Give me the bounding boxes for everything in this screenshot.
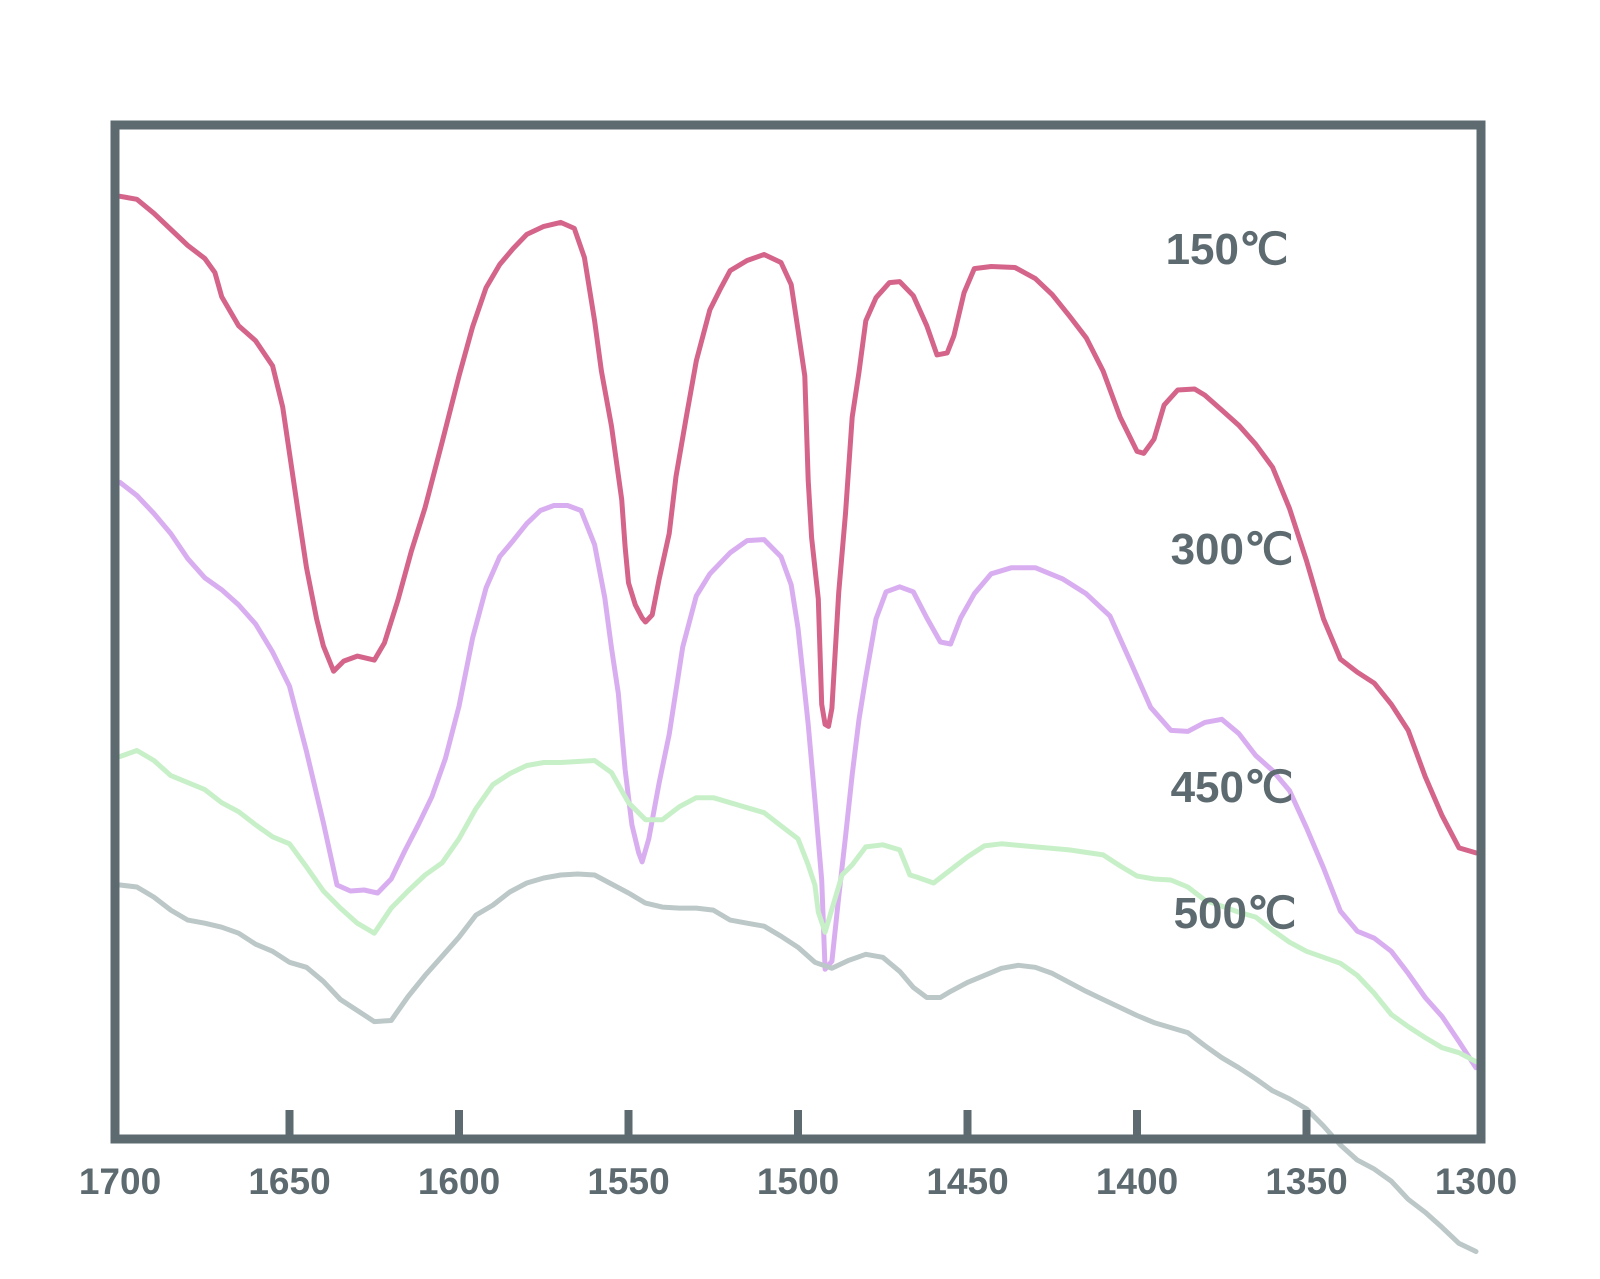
x-tick-label-1450: 1450 bbox=[926, 1161, 1008, 1202]
series-line-300c bbox=[117, 479, 1479, 1071]
series-labels: 150℃ 300℃ 450℃ 500℃ bbox=[1166, 225, 1297, 938]
x-tick-label-1400: 1400 bbox=[1096, 1161, 1178, 1202]
x-tick-label-1700: 1700 bbox=[79, 1161, 161, 1202]
series-line-150c bbox=[117, 193, 1479, 856]
x-tick-label-1350: 1350 bbox=[1265, 1161, 1347, 1202]
series-label-450c: 450℃ bbox=[1171, 763, 1294, 812]
series-line-500c bbox=[117, 871, 1479, 1254]
series-label-500c: 500℃ bbox=[1174, 889, 1297, 938]
series-layer bbox=[117, 193, 1479, 1254]
x-axis-ticks: 1700 1650 1600 1550 1500 1450 1400 1350 1300 bbox=[79, 1110, 1517, 1202]
x-tick-label-1300: 1300 bbox=[1435, 1161, 1517, 1202]
plot-frame bbox=[110, 120, 1486, 1144]
x-tick-label-1650: 1650 bbox=[248, 1161, 330, 1202]
series-label-150c: 150℃ bbox=[1166, 225, 1289, 274]
x-tick-label-1550: 1550 bbox=[587, 1161, 669, 1202]
x-tick-label-1600: 1600 bbox=[418, 1161, 500, 1202]
x-tick-label-1500: 1500 bbox=[757, 1161, 839, 1202]
series-line-450c bbox=[117, 748, 1479, 1065]
series-label-300c: 300℃ bbox=[1171, 525, 1294, 574]
